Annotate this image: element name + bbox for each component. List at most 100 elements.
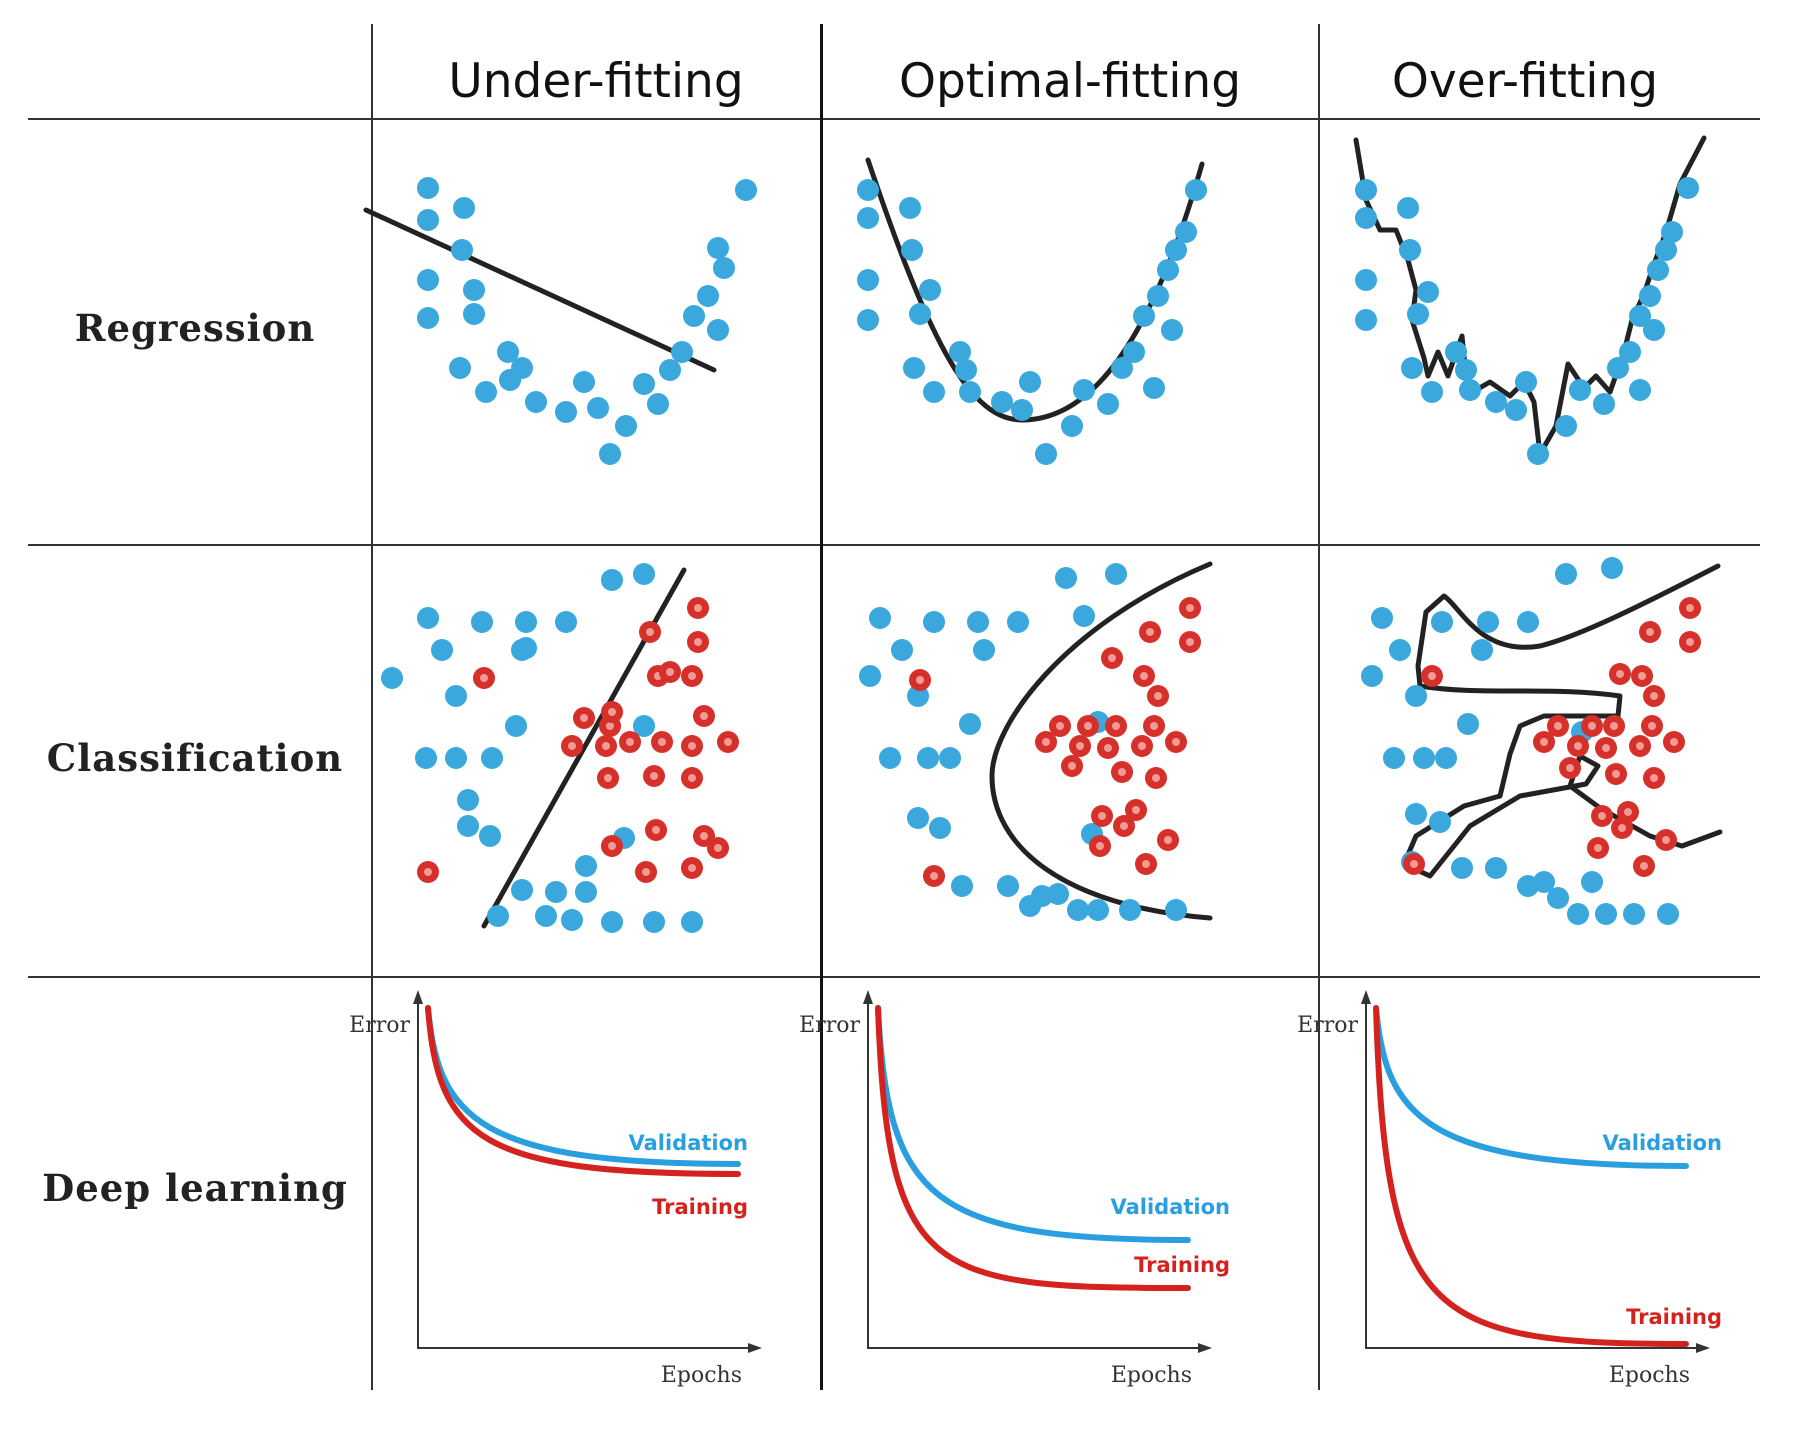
red-point-highlight [1146,628,1154,636]
red-point-highlight [1640,862,1648,870]
training-label: Training [1626,1305,1722,1329]
red-point-highlight [1118,768,1126,776]
red-point-highlight [1636,742,1644,750]
y-axis-arrow [863,990,873,1004]
red-point-highlight [1588,722,1596,730]
data-point [1485,391,1507,413]
blue-point [907,807,929,829]
data-point [1073,379,1095,401]
blue-point [1405,803,1427,825]
blue-point [1485,857,1507,879]
red-point-highlight [1098,812,1106,820]
blue-point [633,563,655,585]
training-label: Training [652,1195,748,1219]
blue-point [1435,747,1457,769]
x-axis-arrow [1696,1343,1710,1353]
red-point-highlight [642,868,650,876]
data-point [1515,371,1537,393]
column-header-optimal-fitting: Optimal-fitting [898,54,1242,109]
red-point-highlight [1186,604,1194,612]
red-point-highlight [1624,808,1632,816]
blue-point [479,825,501,847]
data-point [1123,341,1145,363]
red-point-highlight [1084,722,1092,730]
blue-point [1581,871,1603,893]
data-point [1677,177,1699,199]
blue-point [535,905,557,927]
blue-point [973,639,995,661]
data-point [1661,221,1683,243]
x-axis-arrow [1198,1343,1212,1353]
blue-point [1623,903,1645,925]
red-point-highlight [688,672,696,680]
data-point [1647,259,1669,281]
blue-point [1547,887,1569,909]
red-point-highlight [650,772,658,780]
red-point-highlight [1566,764,1574,772]
red-point-highlight [724,738,732,746]
data-point [1143,377,1165,399]
blue-point [891,639,913,661]
data-point [1459,379,1481,401]
data-point [1407,303,1429,325]
red-point-highlight [700,712,708,720]
column-divider-1 [371,24,373,1390]
blue-point [415,747,437,769]
red-point-highlight [694,638,702,646]
data-point [1133,305,1155,327]
data-point [919,279,941,301]
data-point [991,391,1013,413]
red-point-highlight [1152,774,1160,782]
red-point-highlight [688,742,696,750]
red-point-highlight [1076,742,1084,750]
data-point [633,373,655,395]
overfit-boundary [1401,563,1723,879]
blue-point [1533,871,1555,893]
red-point-highlight [916,676,924,684]
y-axis-label: Error [1297,1013,1358,1038]
data-point [511,357,533,379]
blue-point [951,875,973,897]
red-point-highlight [1120,822,1128,830]
column-divider-2 [820,24,823,1390]
blue-point [879,747,901,769]
red-point-highlight [1662,836,1670,844]
y-axis-arrow [413,990,423,1004]
blue-point [545,881,567,903]
data-point [1355,207,1377,229]
blue-point [869,607,891,629]
blue-point [1371,607,1393,629]
blue-point [417,607,439,629]
red-point-highlight [626,738,634,746]
row-header-deep-learning: Deep learning [42,1166,348,1210]
red-point-highlight [1594,844,1602,852]
red-point-highlight [1616,670,1624,678]
blue-point [481,747,503,769]
red-point-highlight [602,742,610,750]
data-point [449,357,471,379]
blue-point [575,855,597,877]
red-point-highlight [1686,604,1694,612]
y-axis-label: Error [349,1013,410,1038]
red-point-highlight [1686,638,1694,646]
red-point-highlight [930,872,938,880]
blue-point [471,611,493,633]
blue-point [575,881,597,903]
red-point-highlight [1186,638,1194,646]
red-point-highlight [1410,860,1418,868]
red-point-highlight [1140,672,1148,680]
red-point-highlight [1574,742,1582,750]
red-point-highlight [1618,824,1626,832]
data-point [453,197,475,219]
validation-label: Validation [629,1131,749,1155]
validation-label: Validation [1111,1195,1231,1219]
data-point [949,341,971,363]
blue-point [1451,857,1473,879]
red-point-highlight [1602,744,1610,752]
data-point [417,209,439,231]
data-point [615,415,637,437]
blue-point [1429,811,1451,833]
red-point-highlight [604,774,612,782]
blue-point [445,747,467,769]
